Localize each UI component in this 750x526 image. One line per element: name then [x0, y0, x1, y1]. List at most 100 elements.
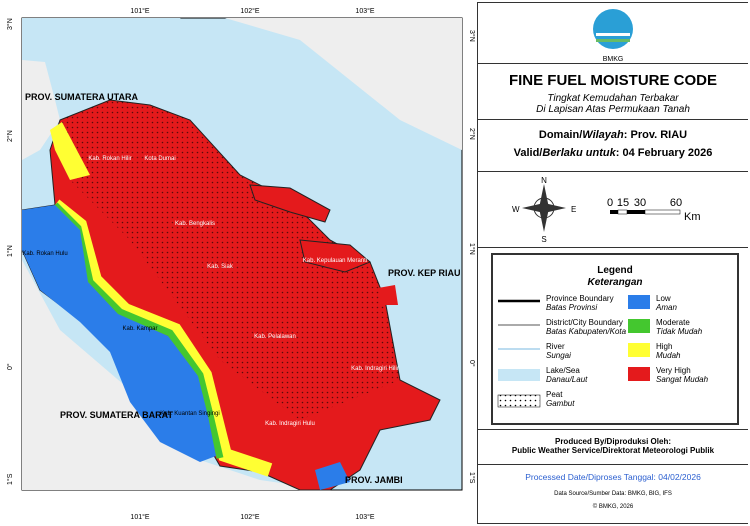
legend-label: Peat — [546, 390, 563, 399]
compass-s: S — [541, 235, 546, 244]
province-labels: PROV. SUMATERA UTARA PROV. SUMATERA BARA… — [25, 92, 461, 485]
regency-label: Kab. Indragiri Hulu — [265, 421, 315, 427]
subtitle: Tingkat Kemudahan Terbakar — [547, 93, 679, 104]
legend-label-id: Aman — [655, 303, 677, 312]
lat-label: 3°N — [468, 30, 476, 42]
produced-by: Produced By/Diproduksi Oleh: — [554, 437, 671, 446]
regency-label: Kab. Rokan Hulu — [22, 251, 67, 257]
legend-label: District/City Boundary — [546, 318, 623, 327]
lon-label: 103°E — [355, 7, 374, 15]
valid-label: Berlaku untuk — [542, 147, 616, 159]
regency-label: Kab. Bengkalis — [175, 221, 215, 227]
logo: BMKG — [593, 9, 633, 63]
info-box: Processed Date/Diproses Tanggal: 04/02/2… — [477, 465, 748, 524]
title: FINE FUEL MOISTURE CODE — [508, 72, 718, 89]
province-label: PROV. SUMATERA UTARA — [25, 92, 139, 102]
regency-label: Kab. Kampar — [122, 326, 157, 332]
lon-labels: 101°E 102°E 103°E 101°E 102°E 103°E — [130, 7, 374, 521]
compass-box: N E S W 0 15 30 60 Km — [477, 172, 748, 248]
high-north — [50, 122, 90, 180]
scale-unit: Km — [684, 211, 701, 223]
regency-label: Kab. Pelalawan — [254, 334, 296, 340]
legend-label-id: Sungai — [546, 351, 571, 360]
sumut-land — [22, 60, 60, 160]
regency-label: Kab. Rokan Hilir — [88, 156, 131, 162]
high-band — [50, 199, 273, 477]
lat-label: 1°N — [468, 243, 476, 255]
legend-label: Province Boundary — [546, 294, 614, 303]
map: 101°E 102°E 103°E 101°E 102°E 103°E 3°N … — [6, 7, 476, 521]
legend-label-id: Batas Provinsi — [546, 303, 597, 312]
lat-label: 1°S — [468, 472, 476, 484]
legend-label: Low — [656, 294, 671, 303]
logo-text: BMKG — [603, 56, 624, 63]
scale-tick: 15 — [617, 197, 629, 209]
legend-box: Legend Keterangan Province Boundary Batas… — [477, 248, 748, 430]
scale-tick: 0 — [607, 197, 613, 209]
regency-label: Kota Dumai — [144, 156, 175, 162]
domain-value: : Prov. RIAU — [623, 129, 688, 141]
lat-label: 1°N — [6, 245, 14, 257]
low-area — [22, 205, 216, 462]
province-label: PROV. KEP RIAU — [388, 268, 461, 278]
domain-label: Wilayah — [582, 129, 624, 141]
lat-label: 3°N — [6, 18, 14, 30]
copyright: © BMKG, 2026 — [592, 504, 634, 510]
province-label: PROV. SUMATERA BARAT — [60, 410, 174, 420]
legend-label: Lake/Sea — [546, 366, 580, 375]
lat-label: 0° — [468, 360, 476, 367]
legend-label: Moderate — [656, 318, 690, 327]
lon-label: 101°E — [130, 513, 149, 521]
lon-label: 102°E — [240, 513, 259, 521]
lon-label: 102°E — [240, 7, 259, 15]
lat-label: 1°S — [6, 473, 14, 485]
legend-label-id: Gambut — [546, 399, 575, 408]
low-south — [315, 462, 350, 490]
regency-label: Kab. Indragiri Hilir — [351, 366, 399, 372]
peat-area — [60, 100, 400, 420]
legend-label-id: Sangat Mudah — [656, 375, 709, 384]
valid-label: Valid/ — [513, 147, 543, 159]
lat-label: 2°N — [468, 128, 476, 140]
logo-box: BMKG — [477, 2, 748, 64]
compass-scale: N E S W 0 15 30 60 Km — [512, 176, 701, 244]
lat-label: 0° — [6, 363, 14, 370]
island-bengkalis — [249, 184, 331, 223]
regency-label: Kab. Kepulauan Meranti — [303, 258, 367, 264]
domain-box: Domain/Wilayah: Prov. RIAU Valid/Berlaku… — [477, 120, 748, 172]
lat-label: 2°N — [6, 130, 14, 142]
scale-tick: 60 — [670, 197, 682, 209]
legend-label-id: Tidak Mudah — [656, 327, 703, 336]
legend-label: Very High — [656, 366, 691, 375]
scale-tick: 30 — [634, 197, 646, 209]
legend-label-id: Mudah — [656, 351, 681, 360]
malaysia-land — [225, 18, 462, 150]
valid-value: : 04 February 2026 — [615, 147, 713, 159]
legend-label: River — [546, 342, 565, 351]
processed-date: Processed Date/Diproses Tanggal: 04/02/2… — [525, 472, 701, 482]
data-source: Data Source/Sumber Data: BMKG, BIG, IFS — [554, 491, 672, 497]
sumbar-land — [22, 260, 330, 490]
producer-box: Produced By/Diproduksi Oleh: Public Weat… — [477, 430, 748, 465]
legend-label-id: Danau/Laut — [546, 375, 588, 384]
compass-e: E — [571, 205, 576, 214]
regency-label: Kab. Kuantan Singingi — [160, 411, 219, 417]
compass-n: N — [541, 176, 547, 185]
legend-title: Legend — [597, 265, 633, 276]
island-small — [378, 285, 398, 305]
legend: Legend Keterangan Province BoundaryBatas… — [491, 253, 739, 425]
legend-label: High — [656, 342, 672, 351]
producer: Public Weather Service/Direktorat Meteor… — [511, 446, 715, 455]
lat-labels: 3°N 2°N 1°N 0° 1°S 3°N 2°N 1°N 0° 1°S — [6, 18, 476, 485]
legend-label-id: Batas Kabupaten/Kota — [546, 327, 627, 336]
lon-label: 103°E — [355, 513, 374, 521]
subtitle: Di Lapisan Atas Permukaan Tanah — [536, 104, 690, 115]
province-label: PROV. JAMBI — [345, 475, 403, 485]
domain-label: Domain/ — [538, 129, 583, 141]
compass-w: W — [512, 205, 520, 214]
legend-subtitle: Keterangan — [587, 277, 642, 288]
title-box: FINE FUEL MOISTURE CODE Tingkat Kemudaha… — [477, 64, 748, 120]
